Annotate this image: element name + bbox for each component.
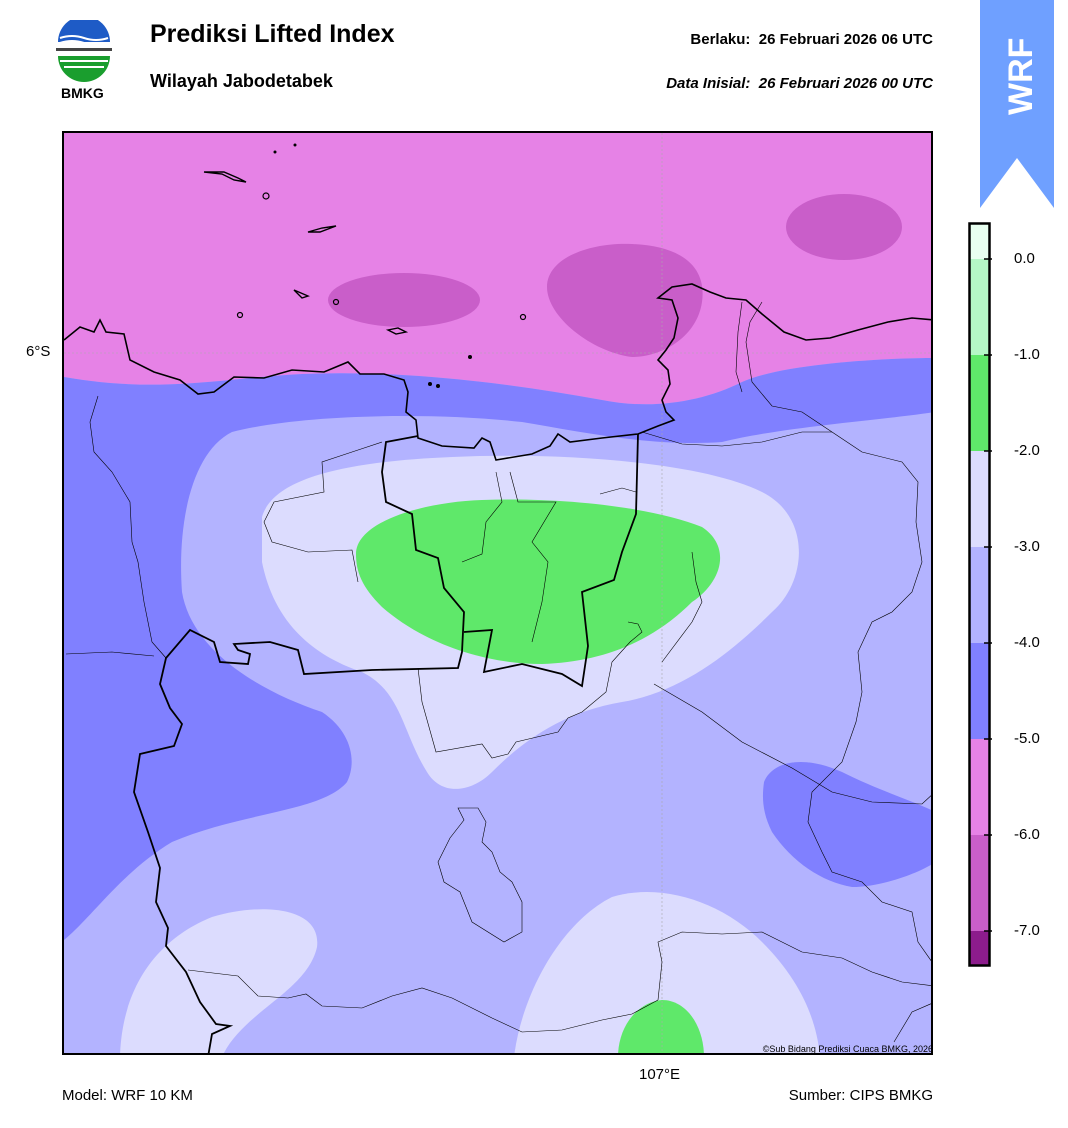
colorbar xyxy=(968,222,992,973)
regency-boundary-14 xyxy=(657,931,931,1001)
regency-boundary-2 xyxy=(461,471,503,563)
band-m5-m6 xyxy=(64,133,931,405)
regency-boundary-16 xyxy=(641,431,832,447)
regency-boundary-13 xyxy=(187,969,659,1033)
wrf-ribbon-text: WRF xyxy=(1002,38,1040,115)
regency-boundary-9 xyxy=(735,301,743,393)
band-m2-m3-s xyxy=(514,892,820,1053)
regency-boundary-4 xyxy=(599,487,637,495)
colorbar-border xyxy=(968,222,991,967)
colorbar-lt-m7 xyxy=(970,931,989,965)
regency-boundary-6 xyxy=(417,621,643,759)
colorbar-label-m5: -5.0 xyxy=(1014,730,1040,747)
province-boundary-jakarta xyxy=(463,433,639,688)
init-time: Data Inisial: 26 Februari 2026 00 UTC xyxy=(666,75,933,92)
island-5 xyxy=(262,192,270,200)
colorbar-label-m3: -3.0 xyxy=(1014,538,1040,555)
model-label: Model: WRF 10 KM xyxy=(62,1087,193,1104)
colorbar-label-m4: -4.0 xyxy=(1014,634,1040,651)
colorbar-m1-to-m2 xyxy=(970,355,989,451)
band-m2-m3-sw xyxy=(120,909,318,1053)
logo-text: BMKG xyxy=(61,85,104,101)
colorbar-label-m6: -6.0 xyxy=(1014,826,1040,843)
colorbar-gt0 xyxy=(970,224,989,259)
colorbar-m4-to-m5 xyxy=(970,643,989,739)
bmkg-logo xyxy=(52,16,116,84)
source-label: Sumber: CIPS BMKG xyxy=(788,1087,933,1104)
regency-boundary-3 xyxy=(509,471,557,643)
regency-boundary-12 xyxy=(65,651,155,657)
band-m1-m2-center xyxy=(356,499,721,664)
regency-boundary-10 xyxy=(437,807,523,943)
province-boundary-banten xyxy=(133,435,465,1053)
regency-boundary-8 xyxy=(745,301,931,962)
map-copyright: ©Sub Bidang Prediksi Cuaca BMKG, 2026 xyxy=(762,1044,933,1054)
blob-m6-m7-1 xyxy=(328,273,480,327)
colorbar-label-m1: -1.0 xyxy=(1014,346,1040,363)
regency-boundary-11 xyxy=(89,395,167,659)
blob-m6-m7-2 xyxy=(547,243,703,357)
colorbar-m5-to-m6 xyxy=(970,739,989,835)
regency-boundary-5 xyxy=(661,551,703,663)
colorbar-m2-to-m3 xyxy=(970,451,989,547)
regency-boundary-15 xyxy=(893,1003,931,1043)
colorbar-label-m2: -2.0 xyxy=(1014,442,1040,459)
wrf-ribbon: WRF xyxy=(980,0,1054,208)
page-title: Prediksi Lifted Index xyxy=(150,20,395,48)
island-1 xyxy=(203,171,247,183)
colorbar-label-m7: -7.0 xyxy=(1014,922,1040,939)
island-8 xyxy=(519,313,527,321)
blob-m6-m7-3 xyxy=(786,194,902,260)
regency-boundary-1 xyxy=(263,441,383,583)
longitude-label: 107°E xyxy=(639,1066,681,1083)
island-11 xyxy=(468,355,472,359)
colorbar-label-0: 0.0 xyxy=(1014,250,1035,267)
island-9 xyxy=(428,382,432,386)
latitude-label: 6°S xyxy=(26,343,51,360)
band-m1-m2-s xyxy=(618,1000,704,1053)
island-2 xyxy=(307,225,337,233)
colorbar-m3-to-m4 xyxy=(970,547,989,643)
island-3 xyxy=(293,289,310,299)
band-m4-m5-top xyxy=(64,358,931,940)
island-7 xyxy=(332,298,340,306)
island-12 xyxy=(273,150,277,154)
regency-boundary-7 xyxy=(653,683,931,805)
valid-time: Berlaku: 26 Februari 2026 06 UTC xyxy=(690,31,933,48)
coastline xyxy=(64,283,931,461)
colorbar-m6-to-m7 xyxy=(970,835,989,931)
band-m4-m5-right xyxy=(763,761,931,887)
island-4 xyxy=(385,327,409,335)
colorbar-0-to-m1 xyxy=(970,259,989,355)
island-10 xyxy=(436,384,440,388)
page-subtitle: Wilayah Jabodetabek xyxy=(150,71,333,91)
island-6 xyxy=(236,311,244,319)
lifted-index-map xyxy=(62,131,933,1055)
island-13 xyxy=(293,143,297,147)
